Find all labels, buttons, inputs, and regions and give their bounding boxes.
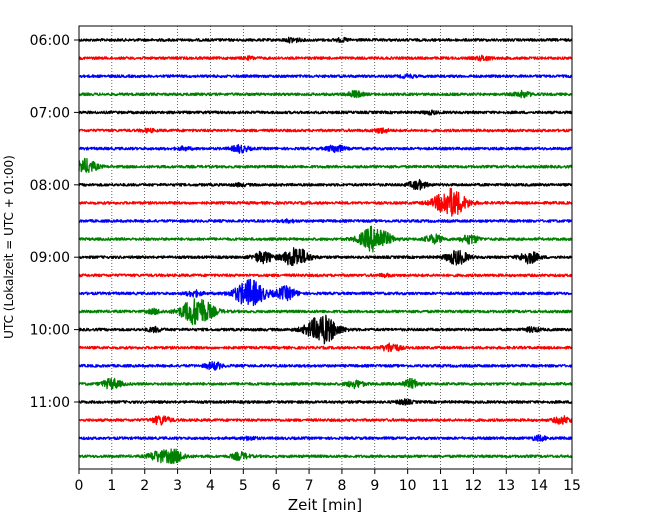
- x-tick-label: 8: [337, 478, 346, 494]
- trace-0700-line: [78, 109, 573, 116]
- x-tick-label: 1: [107, 478, 116, 494]
- x-tick-label: 15: [563, 478, 581, 494]
- vertical-grid: [111, 26, 540, 469]
- y-tick-label: 11:00: [30, 395, 70, 411]
- trace-0930-line: [78, 278, 573, 307]
- trace-1000-line: [78, 314, 573, 345]
- trace-1015-line: [78, 342, 573, 353]
- trace-0900-line: [78, 247, 573, 267]
- x-tick-label: 6: [272, 478, 281, 494]
- x-tick-label: 11: [432, 478, 450, 494]
- y-tick-label: 10:00: [30, 323, 70, 339]
- x-tick-label: 4: [206, 478, 215, 494]
- x-tick-label: 10: [399, 478, 417, 494]
- plot-area: [79, 26, 572, 469]
- trace-0830-line: [78, 218, 573, 224]
- x-tick-label: 9: [370, 478, 379, 494]
- trace-0730-line: [78, 144, 573, 154]
- x-tick-label: 14: [530, 478, 548, 494]
- trace-1130-line: [78, 434, 573, 442]
- trace-1100-line: [78, 398, 573, 406]
- trace-1115-line: [78, 415, 573, 426]
- y-tick-label: 08:00: [30, 178, 70, 194]
- y-tick-label: 06:00: [30, 33, 70, 49]
- trace-0815-line: [78, 187, 573, 217]
- trace-0800-line: [78, 178, 573, 191]
- x-tick-label: 5: [239, 478, 248, 494]
- trace-0845-line: [78, 225, 573, 253]
- trace-1030-line: [78, 360, 573, 371]
- trace-1145-line: [78, 448, 573, 465]
- x-tick-label: 0: [75, 478, 84, 494]
- trace-0645-line: [78, 89, 573, 99]
- trace-0600-line: [78, 36, 573, 44]
- y-tick-label: 09:00: [30, 250, 70, 266]
- trace-0630-line: [78, 72, 573, 80]
- trace-1045-line: [78, 377, 573, 391]
- trace-0945-line: [78, 298, 573, 326]
- x-tick-label: 3: [173, 478, 182, 494]
- x-tick-label: 7: [305, 478, 314, 494]
- trace-0915-line: [78, 272, 573, 279]
- seismic-traces: [78, 36, 573, 465]
- x-axis-ticks: 0 1 2 3 4 5 6 7 8 9 10 11 12 13 14 15: [75, 469, 581, 494]
- trace-0715-line: [78, 127, 573, 134]
- plot-frame: [78, 25, 573, 470]
- x-tick-label: 2: [140, 478, 149, 494]
- x-tick-label: 12: [464, 478, 482, 494]
- trace-0615-line: [78, 54, 573, 62]
- y-tick-label: 07:00: [30, 105, 70, 121]
- x-axis-label: Zeit [min]: [288, 496, 362, 514]
- trace-0745-line: [78, 157, 573, 173]
- y-axis-label: UTC (Lokalzeit = UTC + 01:00): [2, 155, 16, 339]
- x-tick-label: 13: [497, 478, 515, 494]
- y-axis-ticks: 06:00 07:00 08:00 09:00 10:00 11:00: [30, 33, 79, 411]
